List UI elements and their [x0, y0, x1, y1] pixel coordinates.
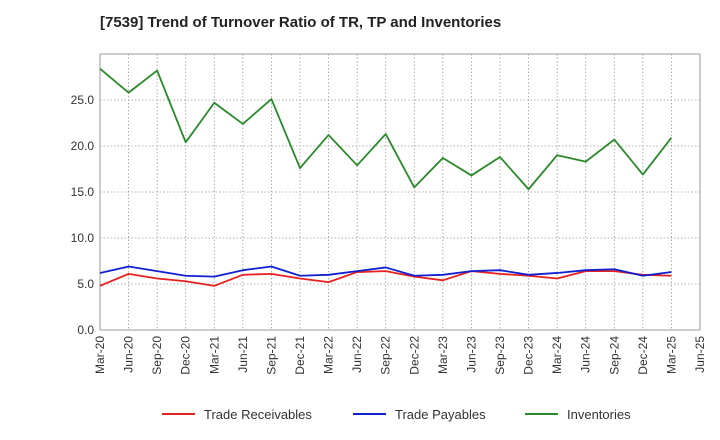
x-tick-label: Sep-23 [493, 336, 507, 375]
y-tick-label: 10.0 [71, 231, 95, 245]
x-tick-label: Sep-24 [607, 336, 621, 375]
x-tick-label: Mar-25 [664, 336, 678, 374]
x-tick-label: Dec-24 [636, 336, 650, 375]
x-tick-label: Sep-21 [264, 336, 278, 375]
y-tick-label: 25.0 [71, 93, 95, 107]
x-tick-label: Dec-20 [179, 336, 193, 375]
x-tick-label: Jun-25 [693, 336, 707, 373]
x-tick-label: Mar-20 [93, 336, 107, 374]
x-tick-label: Mar-24 [550, 336, 564, 374]
x-tick-label: Jun-23 [464, 336, 478, 373]
legend-label: Trade Receivables [204, 407, 312, 422]
x-tick-label: Dec-22 [407, 336, 421, 375]
y-tick-label: 5.0 [77, 277, 94, 291]
x-tick-label: Jun-22 [350, 336, 364, 373]
x-tick-label: Dec-23 [522, 336, 536, 375]
chart-title: [7539] Trend of Turnover Ratio of TR, TP… [100, 14, 502, 31]
x-tick-label: Jun-24 [579, 336, 593, 373]
series-line-3 [99, 68, 673, 191]
legend-label: Trade Payables [395, 407, 486, 422]
plot-frame [99, 53, 701, 331]
y-tick-label: 20.0 [71, 139, 95, 153]
y-tick-label: 15.0 [71, 185, 95, 199]
x-tick-label: Mar-21 [207, 336, 221, 374]
x-tick-label: Jun-21 [236, 336, 250, 373]
x-tick-label: Dec-21 [293, 336, 307, 375]
x-tick-label: Sep-20 [150, 336, 164, 375]
legend-label: Inventories [567, 407, 631, 422]
y-tick-label: 0.0 [77, 323, 94, 337]
x-tick-label: Mar-22 [322, 336, 336, 374]
x-tick-label: Mar-23 [436, 336, 450, 374]
series-line-1 [99, 270, 672, 287]
series-line-2 [99, 265, 672, 278]
x-tick-label: Sep-22 [379, 336, 393, 375]
x-tick-label: Jun-20 [122, 336, 136, 373]
